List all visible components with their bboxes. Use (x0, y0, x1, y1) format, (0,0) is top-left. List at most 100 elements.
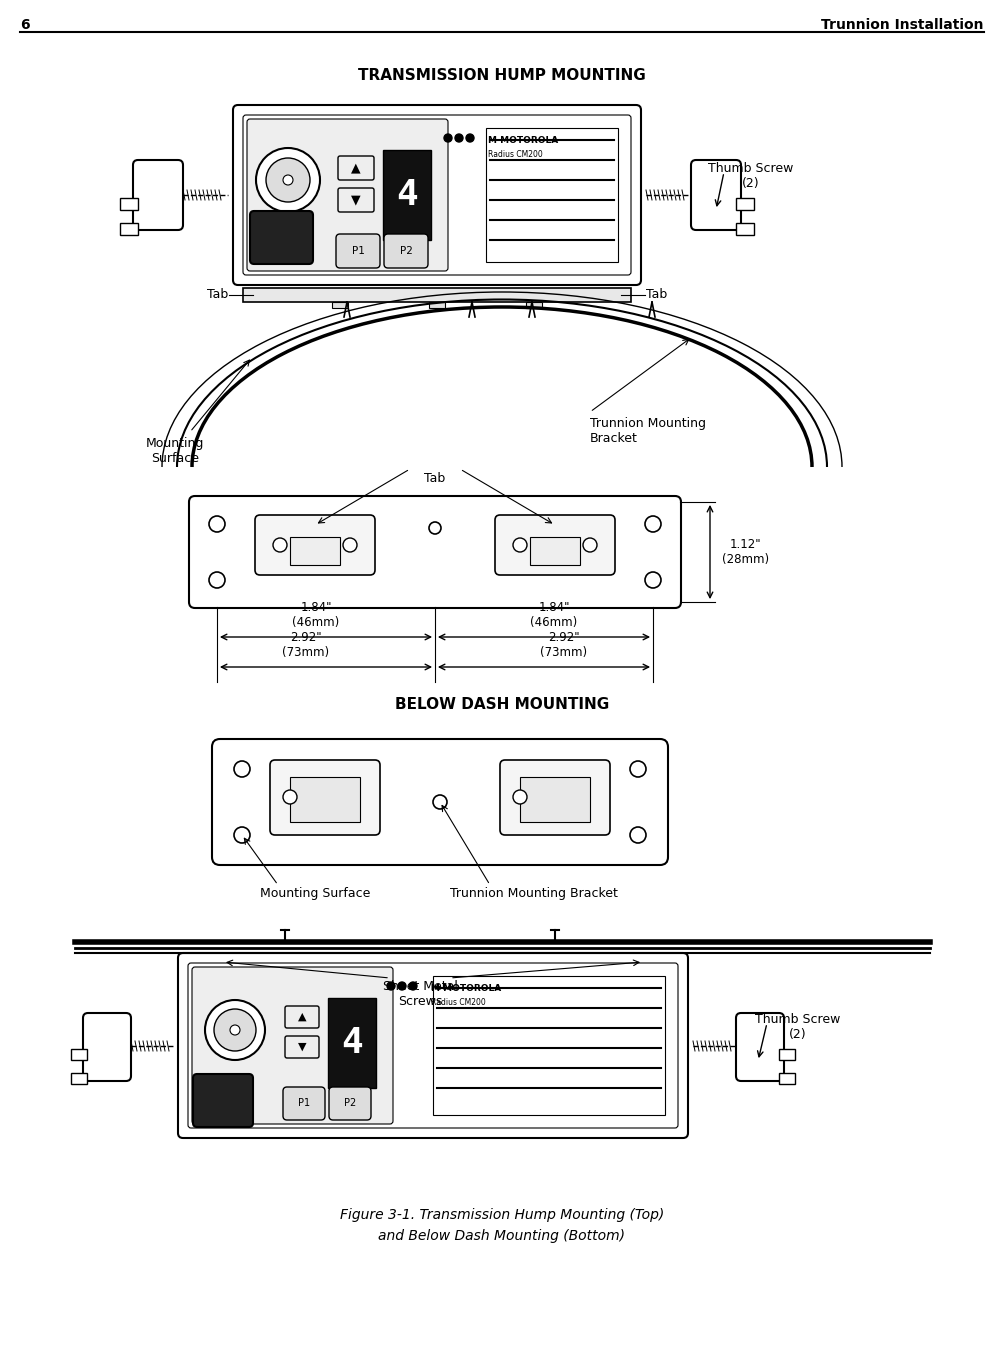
Text: 1.12"
(28mm): 1.12" (28mm) (721, 538, 768, 566)
Text: ▼: ▼ (351, 193, 360, 206)
Circle shape (205, 999, 265, 1061)
Text: 1.84"
(46mm): 1.84" (46mm) (292, 602, 339, 629)
Text: P2: P2 (399, 246, 412, 257)
Circle shape (513, 790, 527, 804)
Bar (71, 1048, 87, 1061)
Text: Radius CM200: Radius CM200 (430, 998, 485, 1008)
FancyBboxPatch shape (83, 1013, 130, 1081)
Text: M MOTOROLA: M MOTOROLA (487, 136, 558, 145)
Text: Trunnion Mounting
Bracket: Trunnion Mounting Bracket (590, 417, 705, 445)
Bar (120, 198, 137, 210)
FancyBboxPatch shape (189, 496, 680, 608)
Text: Tab: Tab (424, 473, 445, 485)
Text: ▲: ▲ (351, 162, 360, 174)
FancyBboxPatch shape (255, 515, 375, 574)
FancyBboxPatch shape (383, 234, 427, 268)
Bar (328, 998, 376, 1088)
Text: 6: 6 (20, 18, 30, 33)
Text: 1.84"
(46mm): 1.84" (46mm) (530, 602, 577, 629)
Circle shape (443, 134, 451, 143)
Text: Mounting
Surface: Mounting Surface (145, 437, 204, 464)
FancyBboxPatch shape (338, 187, 374, 212)
Bar (290, 777, 360, 822)
Bar (290, 536, 340, 565)
Bar (432, 976, 664, 1115)
Circle shape (343, 538, 357, 551)
Text: Trunnion Mounting Bracket: Trunnion Mounting Bracket (449, 887, 617, 900)
Bar (428, 301, 444, 308)
Text: ▲: ▲ (298, 1012, 306, 1023)
Circle shape (273, 538, 287, 551)
Text: 4: 4 (341, 1027, 362, 1061)
FancyBboxPatch shape (193, 1074, 253, 1127)
Bar (778, 1048, 794, 1061)
Circle shape (629, 760, 645, 777)
Circle shape (629, 827, 645, 843)
Circle shape (234, 827, 250, 843)
Bar (243, 288, 630, 301)
Text: M MOTOROLA: M MOTOROLA (430, 985, 500, 993)
FancyBboxPatch shape (233, 105, 640, 285)
Text: Figure 3-1. Transmission Hump Mounting (Top)
and Below Dash Mounting (Bottom): Figure 3-1. Transmission Hump Mounting (… (340, 1209, 663, 1243)
Text: Sheet Metal
Screws: Sheet Metal Screws (382, 980, 457, 1008)
Bar (332, 301, 348, 308)
FancyBboxPatch shape (690, 160, 740, 230)
FancyBboxPatch shape (329, 1086, 371, 1120)
Circle shape (230, 1025, 240, 1035)
Circle shape (644, 516, 660, 532)
Bar (71, 1073, 87, 1084)
Text: 2.92"
(73mm): 2.92" (73mm) (282, 631, 329, 659)
Text: P1: P1 (298, 1099, 310, 1108)
FancyBboxPatch shape (270, 760, 379, 835)
Text: Tab: Tab (207, 288, 228, 301)
FancyBboxPatch shape (132, 160, 183, 230)
Text: P2: P2 (344, 1099, 356, 1108)
Bar (735, 198, 753, 210)
Text: TRANSMISSION HUMP MOUNTING: TRANSMISSION HUMP MOUNTING (358, 68, 645, 83)
FancyBboxPatch shape (212, 739, 667, 865)
Bar (382, 149, 430, 240)
Circle shape (432, 794, 446, 809)
FancyBboxPatch shape (494, 515, 615, 574)
FancyBboxPatch shape (735, 1013, 783, 1081)
Text: P1: P1 (351, 246, 364, 257)
FancyBboxPatch shape (247, 120, 447, 272)
Circle shape (583, 538, 597, 551)
Circle shape (408, 982, 416, 990)
Circle shape (256, 148, 320, 212)
Circle shape (209, 516, 225, 532)
Text: Trunnion Installation: Trunnion Installation (820, 18, 983, 33)
Circle shape (465, 134, 473, 143)
FancyBboxPatch shape (250, 210, 313, 263)
FancyBboxPatch shape (285, 1036, 319, 1058)
Circle shape (428, 521, 440, 534)
Circle shape (386, 982, 394, 990)
Bar (120, 223, 137, 235)
Bar (520, 777, 590, 822)
FancyBboxPatch shape (338, 156, 374, 181)
Circle shape (209, 572, 225, 588)
FancyBboxPatch shape (499, 760, 610, 835)
Bar (778, 1073, 794, 1084)
Circle shape (283, 790, 297, 804)
Text: Radius CM200: Radius CM200 (487, 149, 543, 159)
FancyBboxPatch shape (285, 1006, 319, 1028)
Text: 2.92"
(73mm): 2.92" (73mm) (540, 631, 587, 659)
FancyBboxPatch shape (178, 953, 687, 1138)
Circle shape (234, 760, 250, 777)
Bar (485, 128, 618, 262)
Bar (526, 301, 542, 308)
Circle shape (283, 175, 293, 185)
Text: ▼: ▼ (298, 1042, 306, 1052)
Circle shape (397, 982, 405, 990)
Circle shape (214, 1009, 256, 1051)
Circle shape (513, 538, 527, 551)
Text: Thumb Screw
(2): Thumb Screw (2) (754, 1013, 840, 1042)
Text: Thumb Screw
(2): Thumb Screw (2) (707, 162, 792, 190)
Circle shape (454, 134, 462, 143)
Text: Mounting Surface: Mounting Surface (260, 887, 370, 900)
Text: BELOW DASH MOUNTING: BELOW DASH MOUNTING (394, 697, 609, 712)
Bar (735, 223, 753, 235)
Text: 4: 4 (396, 178, 417, 212)
Text: Tab: Tab (645, 288, 667, 301)
